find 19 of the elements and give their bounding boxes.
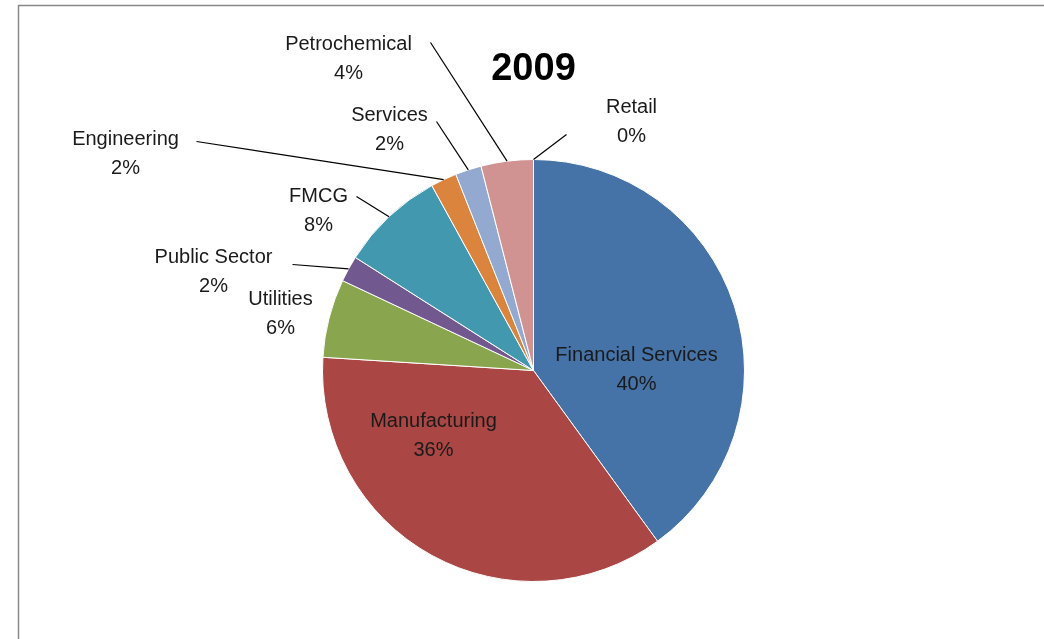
slice-label: Engineering (72, 126, 179, 149)
text: 0% (617, 124, 646, 147)
slice-label: Manufacturing (370, 408, 497, 431)
slice-label: FMCG (289, 183, 348, 206)
data-label: 2% (111, 156, 141, 179)
slice-label: Financial Services (555, 342, 718, 365)
data-label: 2% (375, 132, 405, 155)
slice-label: Petrochemical (285, 31, 412, 54)
data-label: 2% (199, 274, 229, 297)
data-label: 4% (334, 61, 364, 84)
data-label: 36% (413, 438, 454, 461)
category-label: Retail (605, 94, 658, 117)
slice-label: Public Sector (154, 244, 273, 267)
slice-label: Utilities (248, 286, 313, 309)
chart-title: 2009 (491, 46, 576, 88)
slice-label: Services (351, 102, 428, 125)
data-label: 40% (616, 372, 657, 395)
data-label: 8% (304, 213, 334, 236)
data-label: 6% (266, 316, 296, 339)
